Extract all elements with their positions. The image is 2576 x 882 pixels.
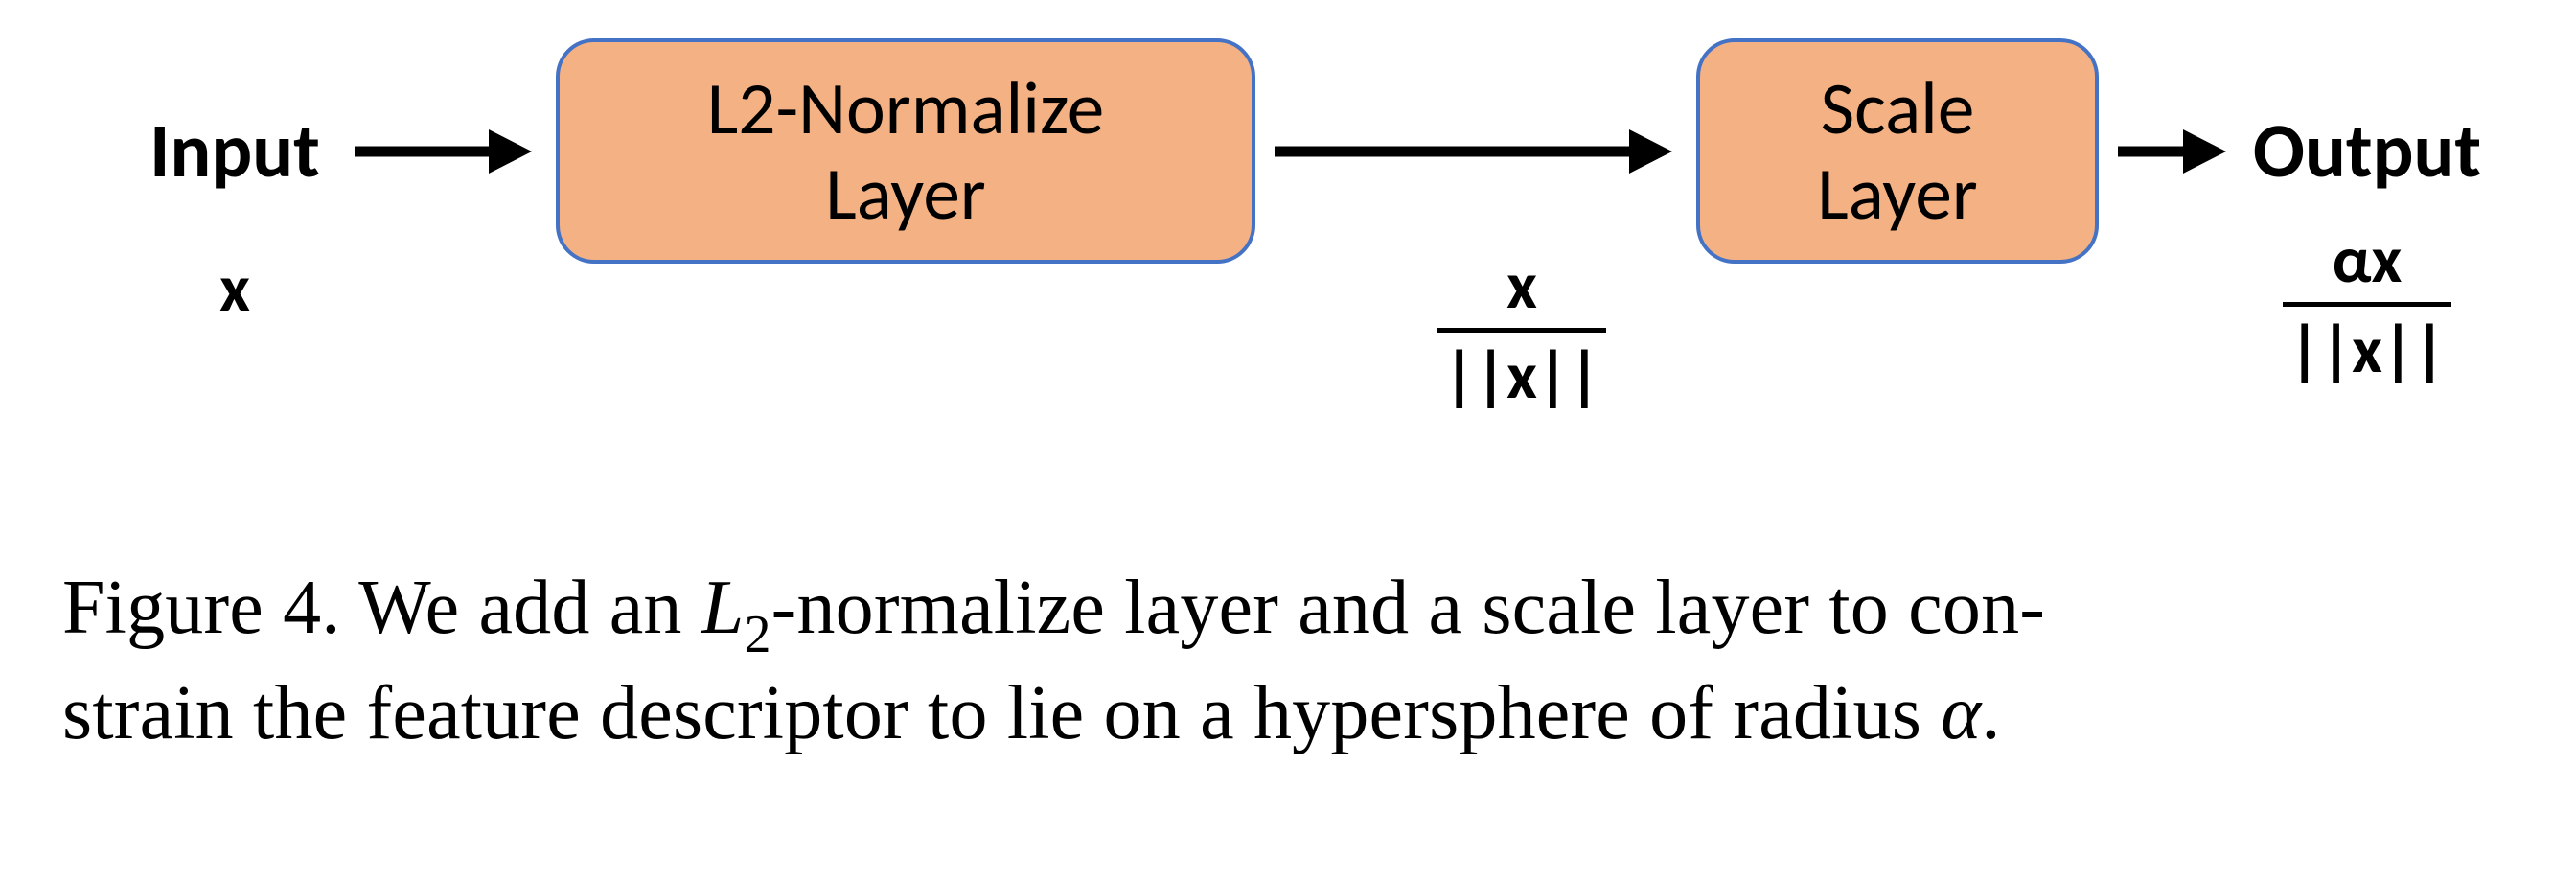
- input-label: Input: [125, 113, 345, 190]
- figure-canvas: Input x L2-Normalize Layer Scale Layer x…: [0, 0, 2576, 882]
- mid-frac: x ||x||: [1438, 244, 1606, 416]
- node-l2-normalize: L2-Normalize Layer: [556, 38, 1255, 264]
- node-scale-line2: Layer: [1817, 151, 1978, 237]
- output-sublabel: αx ||x||: [2233, 219, 2501, 390]
- caption-alpha: α: [1941, 671, 1981, 755]
- caption-period: .: [1981, 671, 2000, 755]
- node-l2-line1: L2-Normalize: [707, 66, 1104, 151]
- figure-caption: Figure 4. We add an L2-normalize layer a…: [62, 561, 2516, 762]
- output-frac: αx ||x||: [2283, 219, 2451, 390]
- output-frac-den: ||x||: [2283, 302, 2451, 390]
- caption-L2-2: 2: [744, 605, 770, 664]
- caption-L2-L: L: [702, 566, 745, 650]
- output-label: Output: [2233, 113, 2501, 190]
- node-scale-line1: Scale: [1821, 66, 1975, 151]
- mid-frac-den: ||x||: [1438, 328, 1606, 416]
- caption-before-l2: Figure 4. We add an: [62, 566, 702, 650]
- mid-frac-num: x: [1438, 244, 1606, 328]
- output-text: Output: [2253, 104, 2481, 197]
- input-sub-x: x: [219, 247, 250, 329]
- caption-line2-before-alpha: strain the feature descriptor to lie on …: [62, 671, 1941, 755]
- node-scale: Scale Layer: [1696, 38, 2099, 264]
- input-text: Input: [150, 104, 320, 197]
- caption-after-l2-rest: -normalize layer and a scale layer to co…: [771, 566, 2045, 650]
- node-l2-line2: Layer: [825, 151, 986, 237]
- mid-formula: x ||x||: [1416, 244, 1627, 416]
- output-frac-num: αx: [2283, 219, 2451, 302]
- input-sublabel: x: [125, 247, 345, 329]
